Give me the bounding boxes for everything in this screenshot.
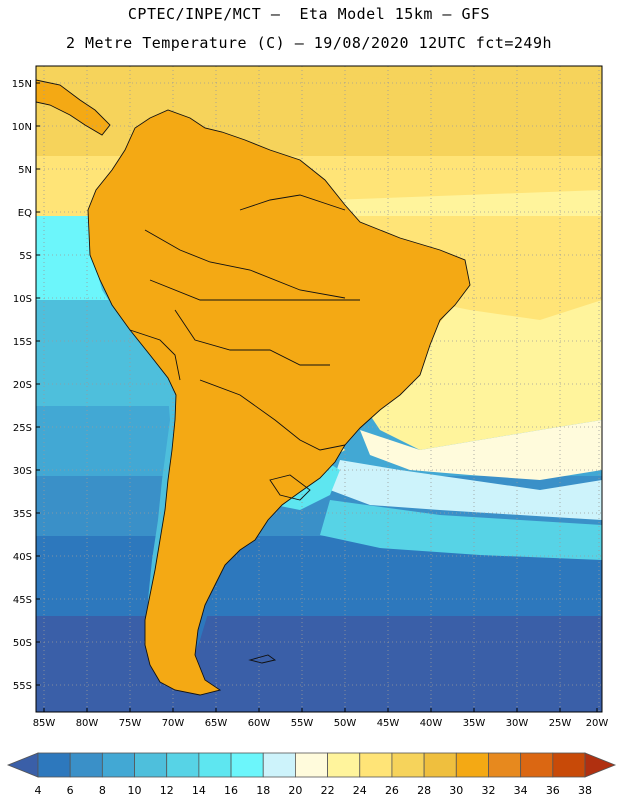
colorbar-swatch <box>230 752 264 778</box>
colorbar-label: 20 <box>288 784 302 797</box>
lon-label: 70W <box>162 718 185 729</box>
colorbar-label: 24 <box>353 784 367 797</box>
colorbar-label: 18 <box>256 784 270 797</box>
colorbar-swatch <box>455 752 489 778</box>
lat-label: 50S <box>13 638 32 649</box>
lat-label: 35S <box>13 509 32 520</box>
lat-label: 40S <box>13 552 32 563</box>
colorbar-swatch <box>198 752 232 778</box>
lon-label: 80W <box>76 718 99 729</box>
lat-label: 10S <box>13 294 32 305</box>
lon-label: 65W <box>205 718 228 729</box>
lon-label: 60W <box>248 718 271 729</box>
colorbar-label: 14 <box>192 784 206 797</box>
colorbar-label: 8 <box>99 784 106 797</box>
lat-label: 45S <box>13 595 32 606</box>
map-title-line2: 2 Metre Temperature (C) – 19/08/2020 12U… <box>65 34 553 52</box>
lat-label: 5N <box>18 165 32 176</box>
lat-label: 55S <box>13 681 32 692</box>
colorbar-swatch <box>327 752 361 778</box>
lon-label: 30W <box>506 718 529 729</box>
colorbar-label: 16 <box>224 784 238 797</box>
colorbar-swatch <box>488 752 522 778</box>
lat-label: 20S <box>13 380 32 391</box>
colorbar-label: 28 <box>417 784 431 797</box>
colorbar-label: 34 <box>514 784 528 797</box>
lat-label: 30S <box>13 466 32 477</box>
colorbar-left-arrow <box>6 752 39 778</box>
colorbar-swatch <box>134 752 168 778</box>
lat-label: 10N <box>12 122 32 133</box>
colorbar-right-arrow <box>584 752 617 778</box>
map-title-line1: CPTEC/INPE/MCT – Eta Model 15km – GFS <box>127 5 491 23</box>
lat-label: EQ <box>18 208 32 219</box>
colorbar-swatch <box>520 752 554 778</box>
colorbar-label: 30 <box>449 784 463 797</box>
lon-label: 20W <box>586 718 609 729</box>
colorbar-label: 12 <box>160 784 174 797</box>
colorbar-label: 22 <box>321 784 335 797</box>
colorbar-label: 10 <box>128 784 142 797</box>
colorbar-label: 4 <box>35 784 42 797</box>
lat-label: 25S <box>13 423 32 434</box>
lon-label: 85W <box>33 718 56 729</box>
latitude-labels: 15N 10N 5N EQ 5S 10S 15S 20S 25S 30S 35S 40S 45S 50S 5… <box>12 79 40 692</box>
colorbar: 4 6 8 10 12 14 16 18 20 22 24 26 28 30 32 34 36 38 <box>6 752 617 797</box>
colorbar-swatch <box>295 752 328 778</box>
lon-label: 45W <box>377 718 400 729</box>
coastlines-and-borders <box>36 79 471 696</box>
colorbar-swatch <box>37 752 71 778</box>
colorbar-swatch <box>552 752 586 778</box>
lon-label: 35W <box>463 718 486 729</box>
longitude-labels: 85W 80W 75W 70W 65W 60W 55W 50W 45W 40W 35W 30W 25W 2… <box>33 708 609 729</box>
lon-label: 25W <box>549 718 572 729</box>
colorbar-swatch <box>391 752 425 778</box>
lat-label: 15S <box>13 337 32 348</box>
colorbar-label: 36 <box>546 784 560 797</box>
lon-label: 50W <box>334 718 357 729</box>
colorbar-swatch <box>69 752 103 778</box>
colorbar-label: 6 <box>67 784 74 797</box>
lon-label: 75W <box>119 718 142 729</box>
colorbar-label: 32 <box>481 784 495 797</box>
lat-label: 15N <box>12 79 32 90</box>
map-frame <box>35 65 603 713</box>
colorbar-swatch <box>166 752 200 778</box>
colorbar-swatch <box>423 752 457 778</box>
colorbar-swatch <box>101 752 135 778</box>
colorbar-label: 26 <box>385 784 399 797</box>
lon-label: 55W <box>291 718 314 729</box>
colorbar-swatch <box>359 752 393 778</box>
colorbar-swatch <box>262 752 296 778</box>
colorbar-label: 38 <box>578 784 592 797</box>
lon-label: 40W <box>420 718 443 729</box>
lat-label: 5S <box>19 251 32 262</box>
